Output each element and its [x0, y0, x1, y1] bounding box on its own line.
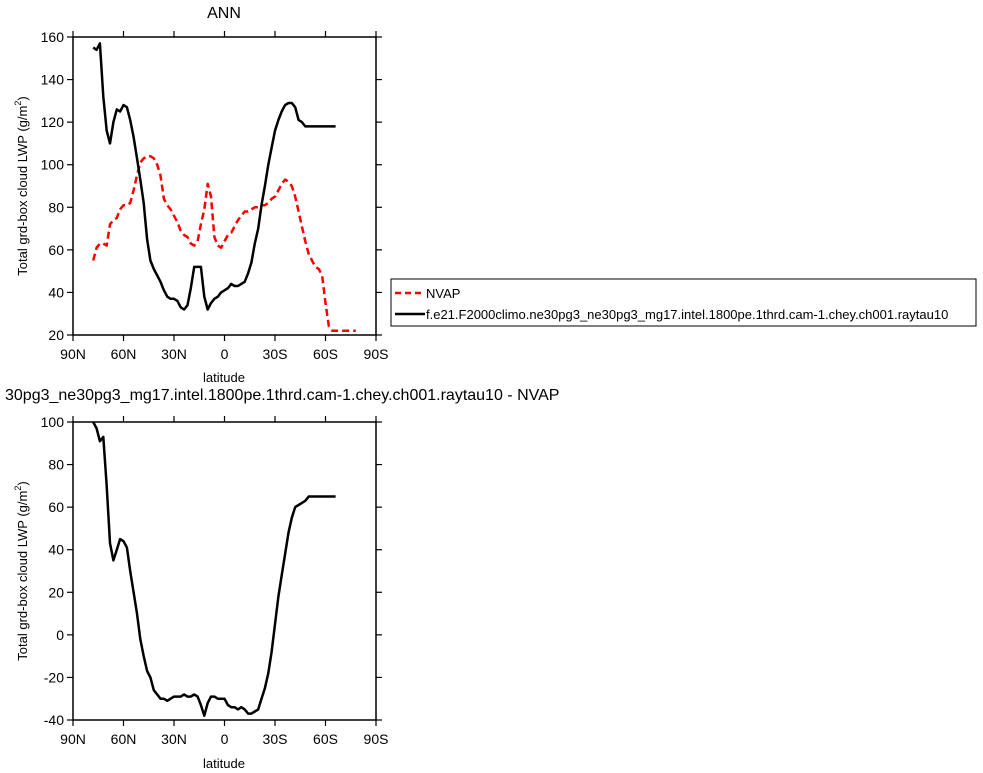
- bottom-ytick-label-1: -20: [44, 669, 64, 685]
- top-y-axis-ticks: 20 40 60 80 100 120 140 160: [41, 29, 382, 343]
- top-ytick-label-3: 80: [48, 199, 64, 215]
- bottom-ytick-label-6: 80: [48, 457, 64, 473]
- bottom-xtick-label-4: 30S: [263, 731, 288, 747]
- top-ytick-label-6: 140: [41, 72, 65, 88]
- top-legend: NVAP f.e21.F2000climo.ne30pg3_ne30pg3_mg…: [390, 278, 977, 327]
- bottom-xtick-label-2: 30N: [161, 731, 187, 747]
- bottom-y-axis-title-sup: 2: [13, 486, 23, 491]
- top-y-axis-title-close: ): [15, 96, 30, 100]
- bottom-ytick-label-3: 20: [48, 584, 64, 600]
- bottom-ytick-label-2: 0: [56, 627, 64, 643]
- bottom-ytick-label-5: 60: [48, 499, 64, 515]
- top-xtick-label-0: 90N: [60, 346, 86, 362]
- top-ytick-label-7: 160: [41, 29, 65, 45]
- bottom-xtick-label-0: 90N: [60, 731, 86, 747]
- bottom-series-line-0: [92, 422, 336, 717]
- bottom-y-axis-ticks: -40 -20 0 20 40 60 80 100: [41, 414, 382, 728]
- top-panel-title: ANN: [207, 5, 241, 22]
- top-ytick-label-5: 120: [41, 114, 65, 130]
- top-xtick-label-6: 90S: [364, 346, 389, 362]
- top-series-line-1: [92, 42, 336, 311]
- top-x-axis-ticks: 90N 60N 30N 0 30S 60S 90S: [60, 31, 388, 362]
- bottom-xtick-label-3: 0: [221, 731, 229, 747]
- bottom-ytick-label-0: -40: [44, 712, 64, 728]
- top-x-axis-title: latitude: [203, 370, 245, 385]
- top-ytick-label-1: 40: [48, 284, 64, 300]
- legend-model-label: f.e21.F2000climo.ne30pg3_ne30pg3_mg17.in…: [426, 307, 948, 322]
- top-y-axis-title-sup: 2: [13, 101, 23, 106]
- bottom-x-axis-title: latitude: [203, 756, 245, 771]
- top-xtick-label-3: 0: [221, 346, 229, 362]
- bottom-ytick-label-7: 100: [41, 414, 65, 430]
- bottom-panel-title: 30pg3_ne30pg3_mg17.intel.1800pe.1thrd.ca…: [5, 387, 559, 404]
- bottom-ytick-label-4: 40: [48, 542, 64, 558]
- legend-nvap-label: NVAP: [426, 286, 460, 301]
- bottom-panel-difference: 30pg3_ne30pg3_mg17.intel.1800pe.1thrd.ca…: [5, 387, 559, 771]
- top-xtick-label-4: 30S: [263, 346, 288, 362]
- top-xtick-label-5: 60S: [313, 346, 338, 362]
- top-ytick-label-4: 100: [41, 157, 65, 173]
- top-y-axis-title-main: Total grd-box cloud LWP (g/m: [15, 106, 30, 276]
- bottom-x-axis-ticks: 90N 60N 30N 0 30S 60S 90S: [60, 416, 388, 747]
- bottom-y-axis-title-main: Total grd-box cloud LWP (g/m: [15, 491, 30, 661]
- bottom-y-axis-title: Total grd-box cloud LWP (g/m2): [13, 481, 30, 660]
- bottom-xtick-label-5: 60S: [313, 731, 338, 747]
- bottom-xtick-label-1: 60N: [111, 731, 137, 747]
- bottom-xtick-label-6: 90S: [364, 731, 389, 747]
- top-series-layer: [91, 42, 356, 332]
- top-xtick-label-1: 60N: [111, 346, 137, 362]
- legend-box: [390, 278, 977, 327]
- bottom-y-axis-title-close: ): [15, 481, 30, 485]
- top-ytick-label-2: 60: [48, 242, 64, 258]
- bottom-series-layer: [92, 422, 336, 717]
- top-xtick-label-2: 30N: [161, 346, 187, 362]
- top-series-line-0: [91, 154, 356, 332]
- top-y-axis-title: Total grd-box cloud LWP (g/m2): [13, 96, 30, 275]
- top-panel-annual-lwp: ANN 20 40 60 80 100 120 140 160 90N 60N 30N 0 30S 60…: [13, 5, 388, 385]
- top-ytick-label-0: 20: [48, 327, 64, 343]
